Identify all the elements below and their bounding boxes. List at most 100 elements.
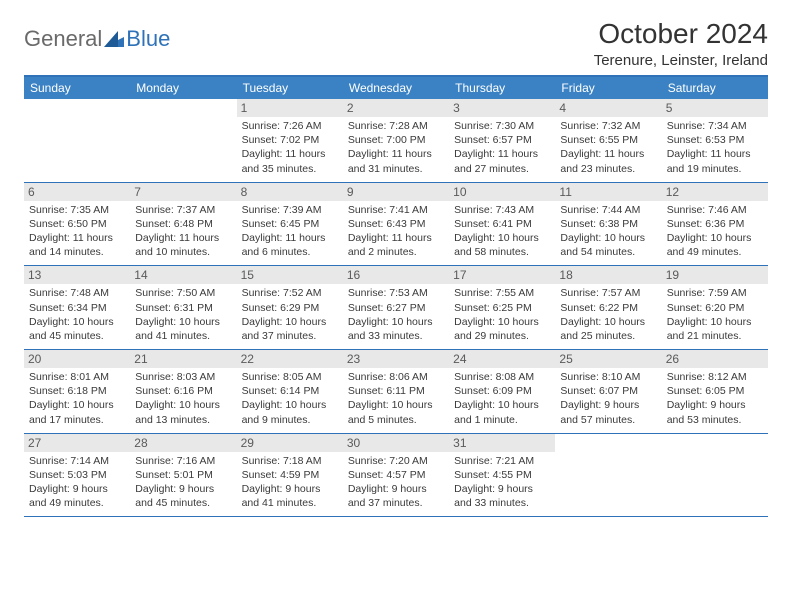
- day-number: 29: [237, 434, 343, 452]
- day-number: 28: [130, 434, 236, 452]
- day-number: 11: [555, 183, 661, 201]
- day-info-line: Sunrise: 7:28 AM: [348, 119, 444, 133]
- day-info-line: Sunrise: 7:50 AM: [135, 286, 231, 300]
- day-info-line: Daylight: 10 hours: [348, 398, 444, 412]
- weekday-cell: Friday: [555, 77, 661, 99]
- day-info-line: Daylight: 9 hours: [348, 482, 444, 496]
- day-info-line: and 1 minute.: [454, 413, 550, 427]
- day-info-line: Sunrise: 7:35 AM: [29, 203, 125, 217]
- day-info-line: Daylight: 9 hours: [454, 482, 550, 496]
- calendar: SundayMondayTuesdayWednesdayThursdayFrid…: [24, 75, 768, 517]
- day-info-line: and 41 minutes.: [135, 329, 231, 343]
- week-row: 1Sunrise: 7:26 AMSunset: 7:02 PMDaylight…: [24, 99, 768, 183]
- day-info-line: Sunset: 5:03 PM: [29, 468, 125, 482]
- day-info-line: Sunset: 6:45 PM: [242, 217, 338, 231]
- day-info-line: and 41 minutes.: [242, 496, 338, 510]
- day-info-line: Sunrise: 7:16 AM: [135, 454, 231, 468]
- day-info-line: Sunset: 5:01 PM: [135, 468, 231, 482]
- day-cell: 28 Sunrise: 7:16 AMSunset: 5:01 PMDayligh…: [130, 434, 236, 517]
- day-info-line: Daylight: 11 hours: [135, 231, 231, 245]
- weekday-cell: Monday: [130, 77, 236, 99]
- day-number: 31: [449, 434, 555, 452]
- day-info-line: Sunrise: 7:57 AM: [560, 286, 656, 300]
- day-info-line: Sunrise: 7:41 AM: [348, 203, 444, 217]
- day-info-line: Sunrise: 7:37 AM: [135, 203, 231, 217]
- day-info-line: Daylight: 9 hours: [29, 482, 125, 496]
- day-info-line: Daylight: 11 hours: [560, 147, 656, 161]
- day-cell: 7Sunrise: 7:37 AMSunset: 6:48 PMDaylight…: [130, 183, 236, 266]
- logo-mark-icon: [104, 31, 124, 47]
- day-info-line: Daylight: 11 hours: [454, 147, 550, 161]
- weekday-row: SundayMondayTuesdayWednesdayThursdayFrid…: [24, 77, 768, 99]
- day-info-line: and 19 minutes.: [667, 162, 763, 176]
- day-number: 18: [555, 266, 661, 284]
- day-cell: 18Sunrise: 7:57 AMSunset: 6:22 PMDayligh…: [555, 266, 661, 349]
- day-info-line: Sunset: 7:00 PM: [348, 133, 444, 147]
- empty-day-cell: [130, 99, 236, 182]
- day-info-line: and 49 minutes.: [667, 245, 763, 259]
- day-info-line: Sunset: 6:57 PM: [454, 133, 550, 147]
- day-number: 17: [449, 266, 555, 284]
- day-number: 14: [130, 266, 236, 284]
- day-cell: 3Sunrise: 7:30 AMSunset: 6:57 PMDaylight…: [449, 99, 555, 182]
- day-info-line: Sunrise: 8:03 AM: [135, 370, 231, 384]
- day-info-line: Sunset: 6:43 PM: [348, 217, 444, 231]
- day-info-line: Sunset: 6:18 PM: [29, 384, 125, 398]
- day-info-line: Daylight: 10 hours: [135, 398, 231, 412]
- day-info-line: Sunset: 4:59 PM: [242, 468, 338, 482]
- weekday-cell: Thursday: [449, 77, 555, 99]
- day-info-line: and 58 minutes.: [454, 245, 550, 259]
- day-info-line: Daylight: 11 hours: [348, 147, 444, 161]
- day-info-line: Sunset: 6:25 PM: [454, 301, 550, 315]
- day-number: 16: [343, 266, 449, 284]
- day-info-line: and 10 minutes.: [135, 245, 231, 259]
- day-cell: 2Sunrise: 7:28 AMSunset: 7:00 PMDaylight…: [343, 99, 449, 182]
- empty-day-cell: [24, 99, 130, 182]
- day-cell: 13Sunrise: 7:48 AMSunset: 6:34 PMDayligh…: [24, 266, 130, 349]
- day-info-line: Sunset: 6:31 PM: [135, 301, 231, 315]
- day-info-line: Sunrise: 7:26 AM: [242, 119, 338, 133]
- header: General Blue October 2024 Terenure, Lein…: [24, 18, 768, 69]
- day-info-line: and 14 minutes.: [29, 245, 125, 259]
- day-cell: 4Sunrise: 7:32 AMSunset: 6:55 PMDaylight…: [555, 99, 661, 182]
- day-info-line: and 23 minutes.: [560, 162, 656, 176]
- day-info-line: Sunset: 6:07 PM: [560, 384, 656, 398]
- day-cell: 16Sunrise: 7:53 AMSunset: 6:27 PMDayligh…: [343, 266, 449, 349]
- day-info-line: Sunrise: 7:59 AM: [667, 286, 763, 300]
- day-info-line: Sunset: 6:48 PM: [135, 217, 231, 231]
- weeks-container: 1Sunrise: 7:26 AMSunset: 7:02 PMDaylight…: [24, 99, 768, 517]
- day-info-line: Daylight: 10 hours: [454, 315, 550, 329]
- day-number: 15: [237, 266, 343, 284]
- day-info-line: Sunrise: 7:32 AM: [560, 119, 656, 133]
- logo-text-general: General: [24, 26, 102, 52]
- day-number: 12: [662, 183, 768, 201]
- day-cell: 22Sunrise: 8:05 AMSunset: 6:14 PMDayligh…: [237, 350, 343, 433]
- day-info-line: Sunrise: 8:06 AM: [348, 370, 444, 384]
- day-info-line: and 33 minutes.: [348, 329, 444, 343]
- day-info-line: and 5 minutes.: [348, 413, 444, 427]
- day-cell: 15Sunrise: 7:52 AMSunset: 6:29 PMDayligh…: [237, 266, 343, 349]
- day-cell: 1Sunrise: 7:26 AMSunset: 7:02 PMDaylight…: [237, 99, 343, 182]
- day-number: 26: [662, 350, 768, 368]
- title-block: October 2024 Terenure, Leinster, Ireland: [594, 18, 768, 69]
- day-info-line: and 35 minutes.: [242, 162, 338, 176]
- weekday-cell: Wednesday: [343, 77, 449, 99]
- day-number: 19: [662, 266, 768, 284]
- day-info-line: Sunset: 6:36 PM: [667, 217, 763, 231]
- location-text: Terenure, Leinster, Ireland: [594, 52, 768, 69]
- day-info-line: Sunset: 6:09 PM: [454, 384, 550, 398]
- day-info-line: Daylight: 9 hours: [135, 482, 231, 496]
- day-info-line: Sunset: 6:50 PM: [29, 217, 125, 231]
- day-info-line: Daylight: 10 hours: [242, 315, 338, 329]
- day-number: 30: [343, 434, 449, 452]
- day-info-line: and 54 minutes.: [560, 245, 656, 259]
- day-cell: 10Sunrise: 7:43 AMSunset: 6:41 PMDayligh…: [449, 183, 555, 266]
- day-info-line: Daylight: 10 hours: [560, 231, 656, 245]
- day-number: 27: [24, 434, 130, 452]
- day-info-line: and 17 minutes.: [29, 413, 125, 427]
- weekday-cell: Tuesday: [237, 77, 343, 99]
- weekday-cell: Sunday: [24, 77, 130, 99]
- day-cell: 27Sunrise: 7:14 AMSunset: 5:03 PMDayligh…: [24, 434, 130, 517]
- day-info-line: Sunset: 6:20 PM: [667, 301, 763, 315]
- day-number: 13: [24, 266, 130, 284]
